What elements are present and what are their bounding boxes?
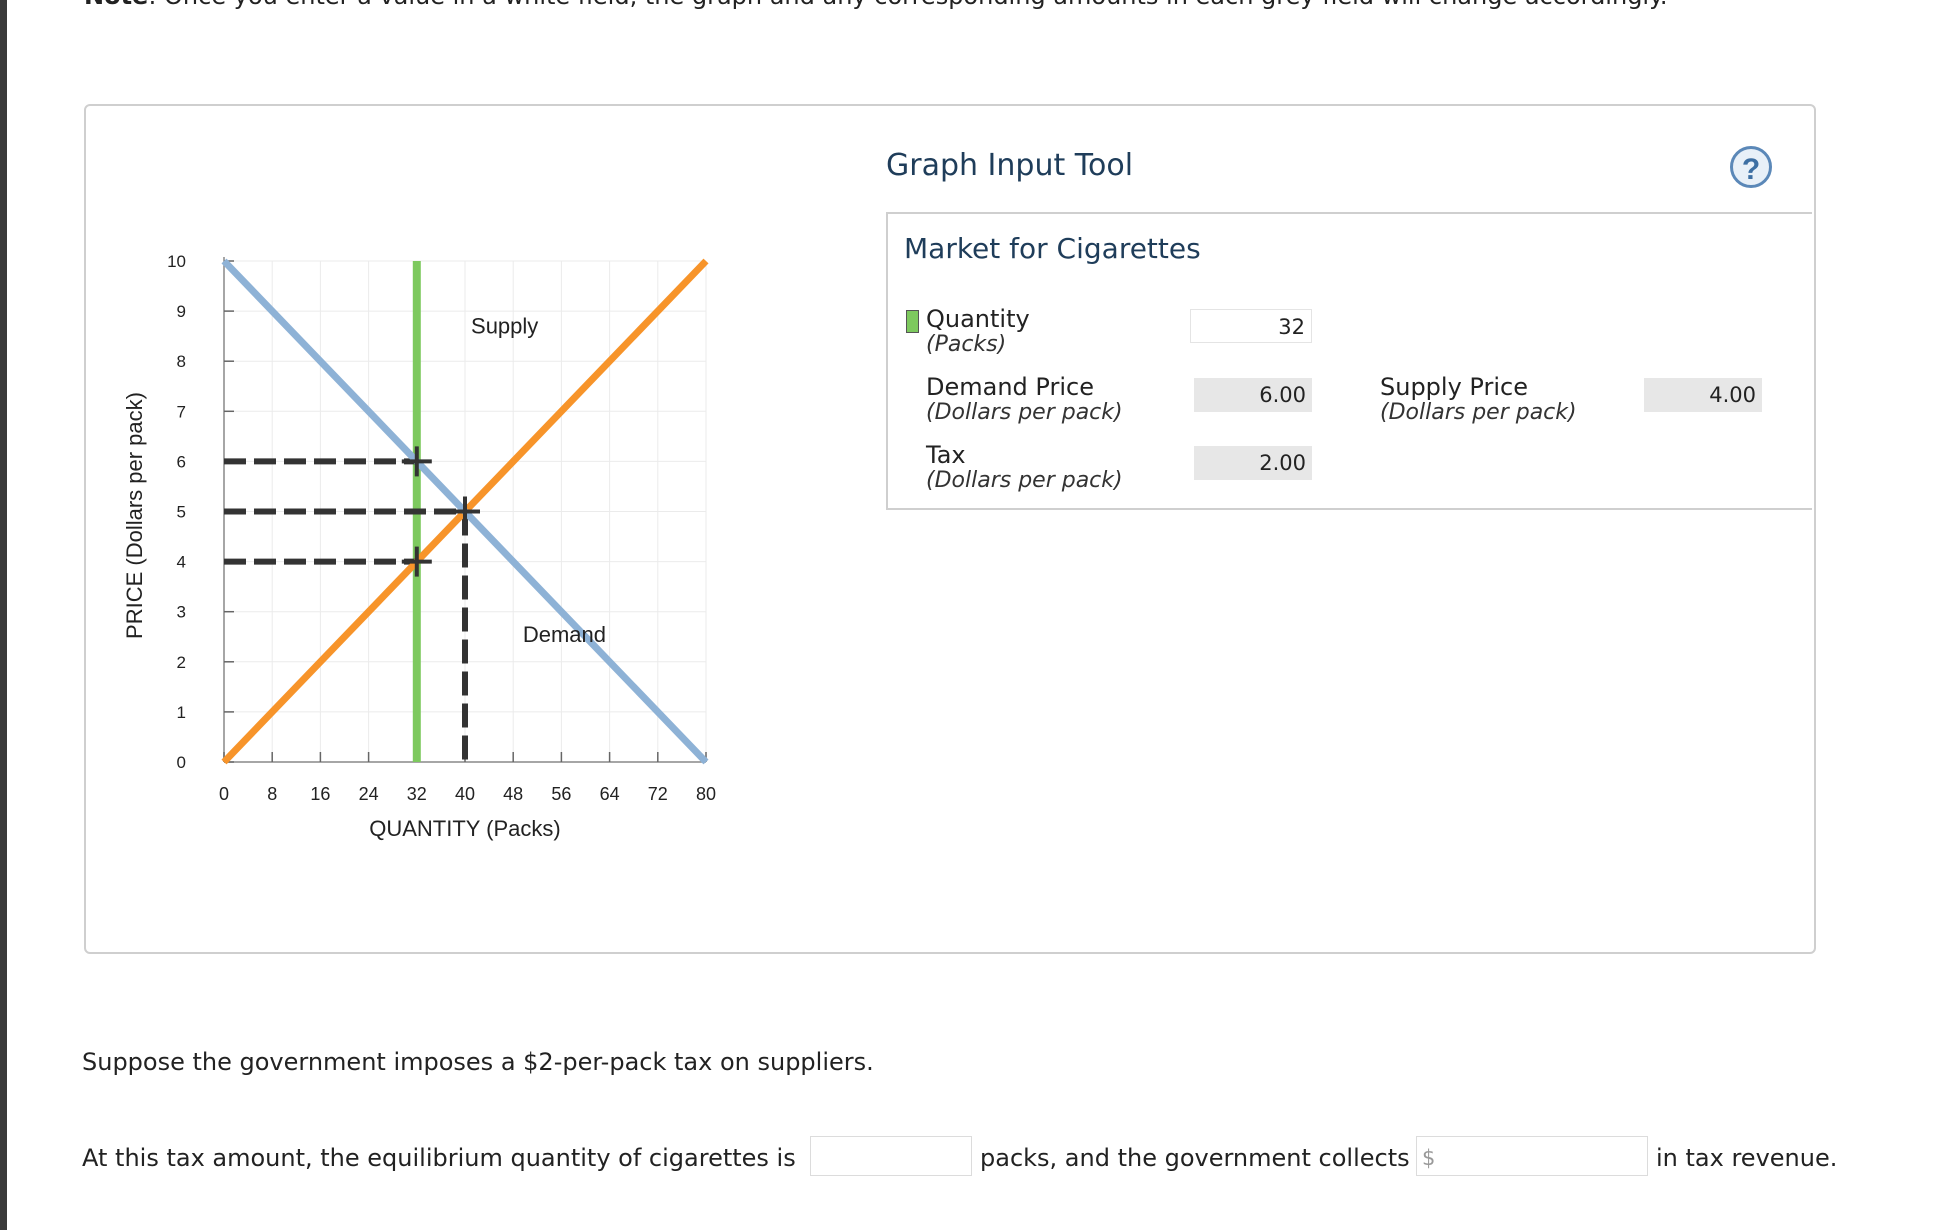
x-tick-label: 16	[310, 784, 330, 804]
x-tick-label: 48	[503, 784, 523, 804]
y-tick-label: 0	[177, 753, 186, 772]
y-tick-label: 8	[177, 352, 186, 371]
supply-label: Supply	[471, 314, 538, 339]
x-tick-label: 56	[551, 784, 571, 804]
y-tick-label: 5	[177, 503, 186, 522]
quantity-color-swatch	[906, 310, 919, 333]
y-tick-label: 3	[177, 603, 186, 622]
x-tick-label: 80	[696, 784, 716, 804]
tax-label: Tax (Dollars per pack)	[926, 441, 1123, 493]
y-tick-label: 6	[177, 452, 186, 471]
help-icon[interactable]: ?	[1730, 146, 1772, 188]
note-text: Note: Once you enter a value in a white …	[84, 0, 1668, 10]
quantity-unit: (Packs)	[926, 332, 1007, 357]
x-tick-label: 40	[455, 784, 475, 804]
demand-label: Demand	[523, 622, 606, 647]
y-tick-label: 9	[177, 302, 186, 321]
question-part1: At this tax amount, the equilibrium quan…	[82, 1144, 796, 1172]
supply-price-value: 4.00	[1644, 378, 1762, 412]
y-tick-label: 7	[177, 402, 186, 421]
x-axis-title: QUANTITY (Packs)	[369, 816, 561, 841]
demand-price-value: 6.00	[1194, 378, 1312, 412]
supply-price-label: Supply Price (Dollars per pack)	[1380, 373, 1577, 425]
x-tick-label: 32	[407, 784, 427, 804]
tax-revenue-input[interactable]	[1416, 1136, 1648, 1176]
graph-input-tool-box	[886, 212, 1812, 510]
y-tick-label: 2	[177, 653, 186, 672]
demand-price-label: Demand Price (Dollars per pack)	[926, 373, 1123, 425]
x-tick-label: 8	[267, 784, 277, 804]
equilibrium-quantity-input[interactable]	[810, 1136, 972, 1176]
demand-price-unit: (Dollars per pack)	[926, 400, 1123, 425]
graph-input-tool-title: Graph Input Tool	[886, 148, 1134, 183]
window-edge	[0, 0, 7, 1230]
y-axis-title: PRICE (Dollars per pack)	[122, 392, 147, 639]
question-intro: Suppose the government imposes a $2-per-…	[82, 1048, 874, 1076]
currency-symbol: $	[1422, 1146, 1436, 1170]
y-tick-label: 10	[167, 252, 186, 271]
market-title: Market for Cigarettes	[904, 232, 1201, 265]
quantity-label: Quantity (Packs)	[926, 305, 1030, 357]
tax-value: 2.00	[1194, 446, 1312, 480]
x-tick-label: 24	[359, 784, 379, 804]
tax-unit: (Dollars per pack)	[926, 468, 1123, 493]
y-tick-label: 4	[177, 553, 186, 572]
x-tick-label: 72	[648, 784, 668, 804]
supply-price-unit: (Dollars per pack)	[1380, 400, 1577, 425]
question-part2: packs, and the government collects	[980, 1144, 1410, 1172]
x-tick-label: 0	[219, 784, 229, 804]
quantity-input[interactable]: 32	[1190, 309, 1312, 343]
y-tick-label: 1	[177, 703, 186, 722]
question-part3: in tax revenue.	[1656, 1144, 1838, 1172]
x-tick-label: 64	[600, 784, 620, 804]
